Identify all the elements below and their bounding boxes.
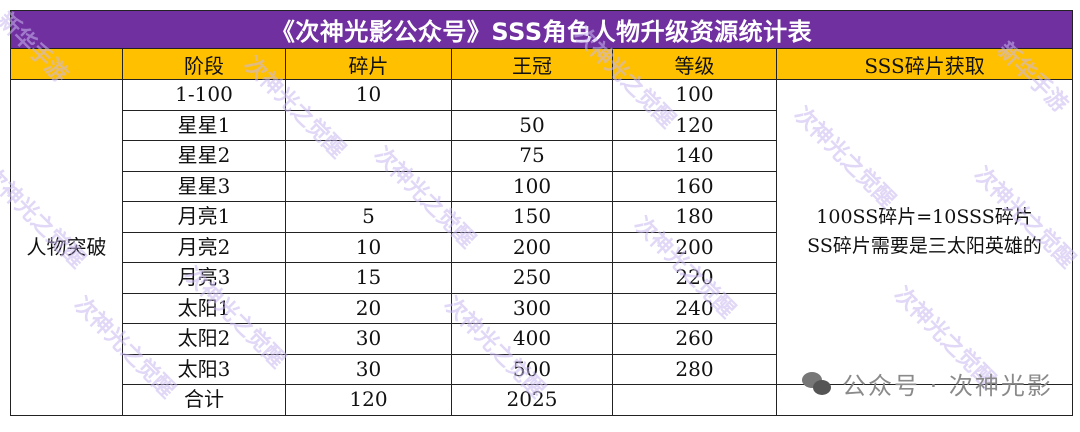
table-row: 月亮1 5 150 180	[11, 201, 1073, 233]
crowns-cell: 250	[451, 262, 613, 294]
fragments-cell: 15	[285, 262, 452, 294]
header-crowns: 王冠	[451, 48, 613, 80]
stage-cell: 星星2	[122, 140, 286, 172]
stage-cell: 月亮1	[122, 201, 286, 233]
crowns-cell: 150	[451, 201, 613, 233]
stage-cell: 1-100	[122, 79, 286, 111]
crowns-cell: 50	[451, 109, 613, 141]
level-cell: 100	[612, 79, 777, 111]
total-label: 合计	[122, 384, 286, 416]
table-title: 《次神光影公众号》SSS角色人物升级资源统计表	[9, 10, 1074, 49]
fragments-cell: 20	[285, 292, 452, 324]
table-row: 人物突破 1-100 10 100 100SS碎片=10SSS碎片 SS碎片需要…	[10, 79, 1074, 416]
stage-cell: 星星1	[122, 109, 286, 141]
fragments-cell: 30	[285, 353, 452, 385]
header-stage: 阶段	[122, 48, 286, 80]
sss-note-cell: 100SS碎片=10SSS碎片 SS碎片需要是三太阳英雄的	[775, 79, 1074, 385]
wechat-account-label: 公众号 · 次神光影	[842, 372, 1053, 400]
stage-cell: 太阳1	[122, 292, 286, 324]
level-cell: 120	[612, 109, 777, 141]
level-cell: 180	[612, 201, 777, 233]
header-fragments: 碎片	[285, 48, 452, 80]
level-cell: 200	[612, 231, 777, 263]
stage-cell: 月亮2	[122, 231, 286, 263]
table-row: 星星3 100 160	[11, 170, 1073, 202]
header-level: 等级	[612, 48, 777, 80]
stage-cell: 太阳2	[122, 323, 286, 355]
table-row: 太阳1 20 300 240	[11, 292, 1073, 324]
fragments-cell: 5	[285, 201, 452, 233]
fragments-cell	[285, 140, 452, 172]
stage-cell: 星星3	[122, 170, 286, 202]
wechat-account-badge: 公众号 · 次神光影	[802, 366, 1053, 401]
table-row: 太阳2 30 400 260	[11, 323, 1073, 355]
level-cell: 240	[612, 292, 777, 324]
level-cell: 220	[612, 262, 777, 294]
crowns-cell: 400	[451, 323, 613, 355]
fragments-cell	[285, 109, 452, 141]
table-row: 月亮2 10 200 200	[11, 231, 1073, 263]
crowns-cell: 300	[451, 292, 613, 324]
total-level	[612, 384, 777, 416]
fragments-cell: 10	[285, 79, 452, 111]
table-row: 太阳3 30 500 280	[11, 353, 1073, 385]
crowns-cell: 200	[451, 231, 613, 263]
table-row: 月亮3 15 250 220	[11, 262, 1073, 294]
sss-note-line2: SS碎片需要是三太阳英雄的	[807, 235, 1042, 257]
crowns-cell: 100	[451, 170, 613, 202]
level-cell: 280	[612, 353, 777, 385]
header-sss-source: SSS碎片获取	[775, 48, 1074, 80]
crowns-cell: 75	[451, 140, 613, 172]
fragments-cell	[285, 170, 452, 202]
wechat-icon	[802, 371, 832, 396]
fragments-cell: 30	[285, 323, 452, 355]
crowns-cell: 500	[451, 353, 613, 385]
title-row: 《次神光影公众号》SSS角色人物升级资源统计表	[9, 10, 1074, 49]
stage-cell: 太阳3	[122, 353, 286, 385]
level-cell: 140	[612, 140, 777, 172]
header-row: 阶段 碎片 王冠 等级 SSS碎片获取	[10, 48, 1074, 80]
resource-table: 《次神光影公众号》SSS角色人物升级资源统计表 阶段 碎片 王冠 等级 SSS碎…	[9, 10, 1074, 416]
level-cell: 160	[612, 170, 777, 202]
total-crowns: 2025	[451, 384, 613, 416]
header-category	[10, 48, 123, 80]
sss-note-line1: 100SS碎片=10SSS碎片	[816, 206, 1033, 228]
stage-cell: 月亮3	[122, 262, 286, 294]
crowns-cell	[451, 79, 613, 111]
category-cell: 人物突破	[10, 79, 123, 416]
level-cell: 260	[612, 323, 777, 355]
total-fragments: 120	[285, 384, 452, 416]
fragments-cell: 10	[285, 231, 452, 263]
